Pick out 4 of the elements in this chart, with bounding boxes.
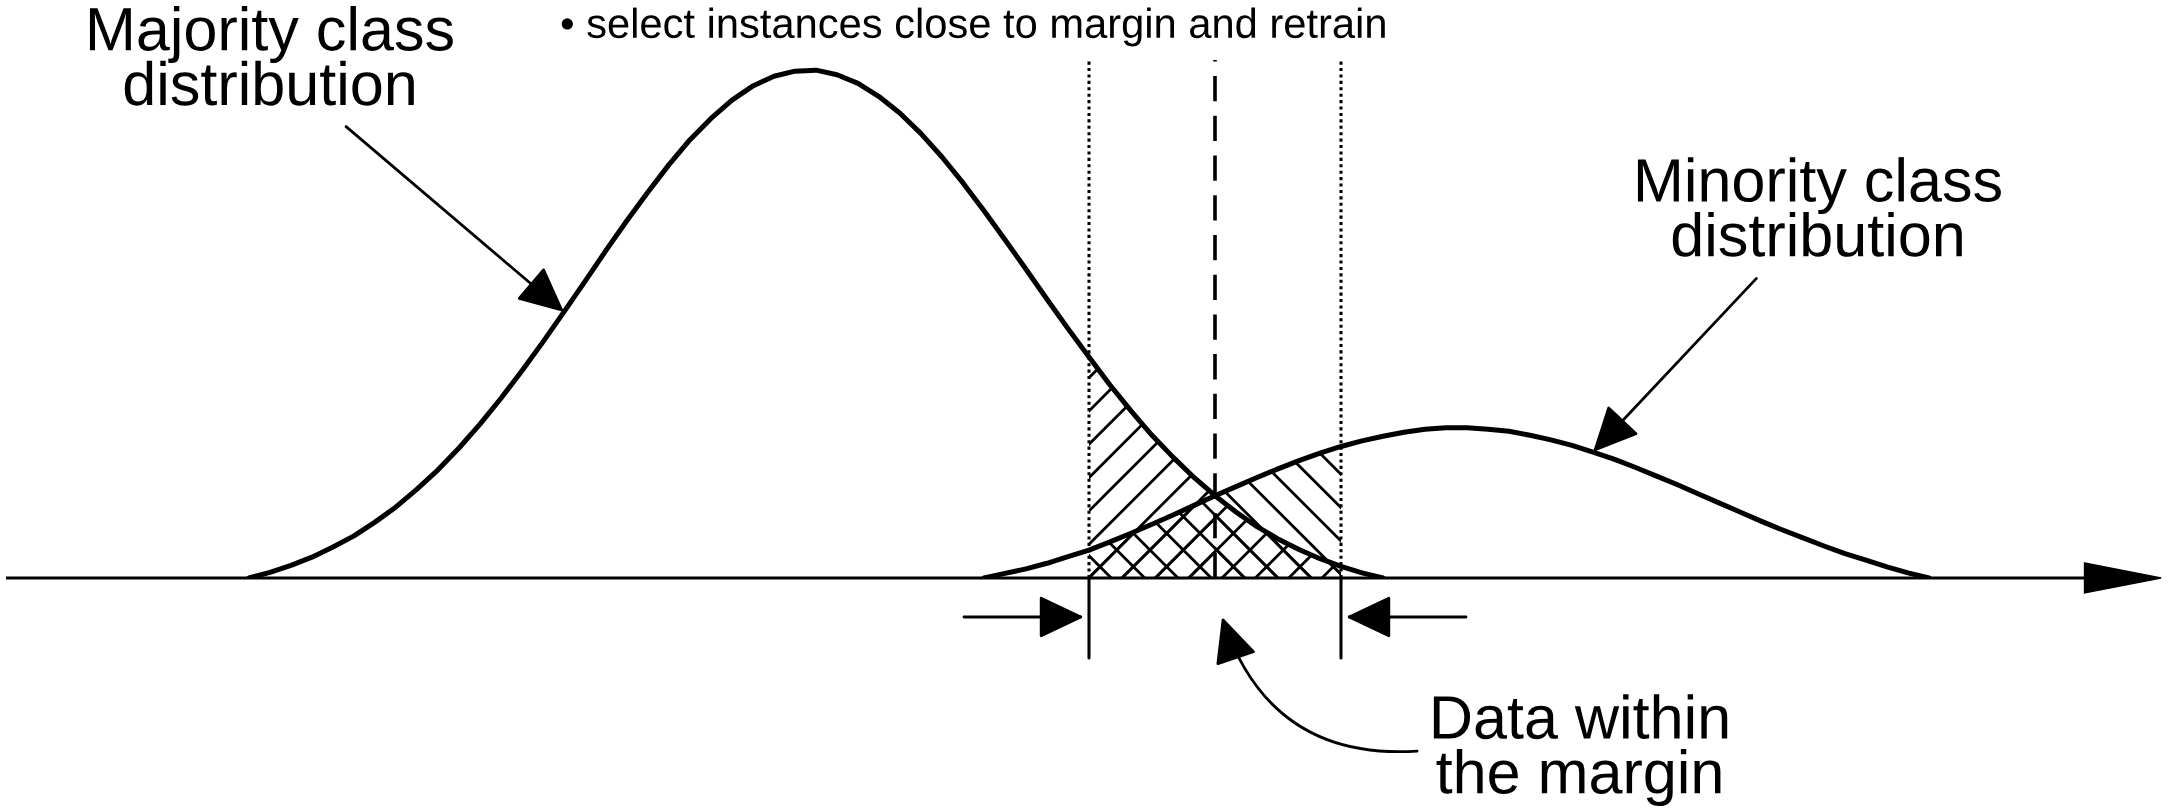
chart-title: • select instances close to margin and retrain — [561, 7, 1385, 47]
annotation: Majority class distribution — [89, 6, 453, 106]
text: Data within the margin — [1433, 694, 1728, 806]
annotation: Minority class distribution — [1637, 157, 2001, 257]
